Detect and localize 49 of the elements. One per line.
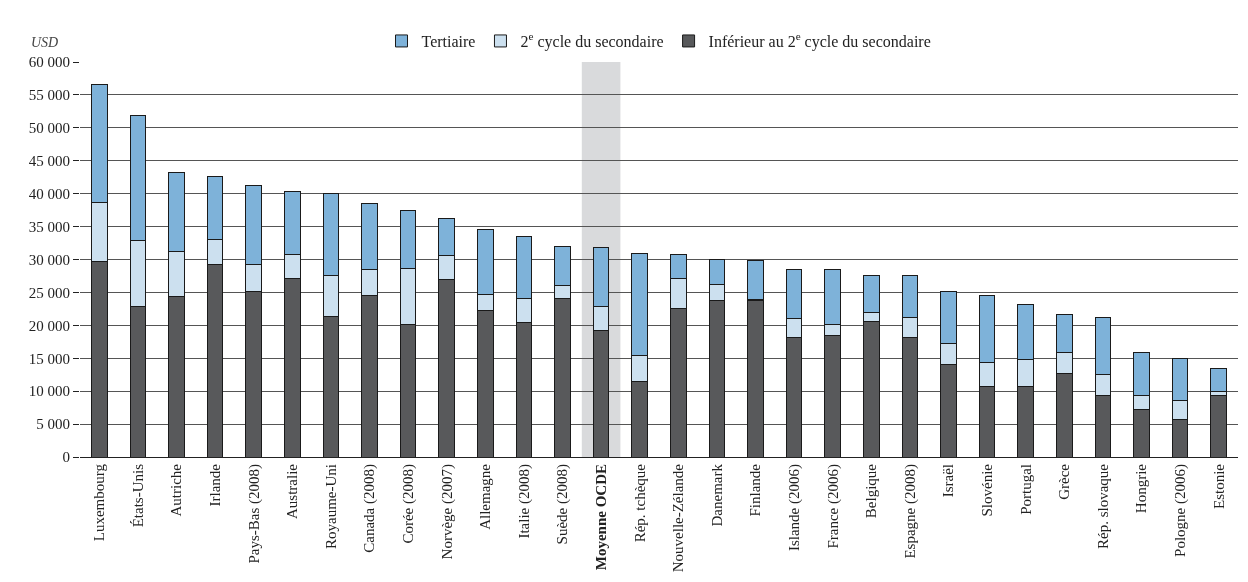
y-tick-label: 35 000 <box>28 218 70 235</box>
y-tick-label: 50 000 <box>28 120 70 137</box>
x-tick-label: Belgique <box>863 463 880 519</box>
y-tick-label: 55 000 <box>28 87 70 104</box>
x-tick-label: Danemark <box>708 463 725 527</box>
x-tick-label: Norvège (2007) <box>438 464 456 560</box>
legend-label: Tertiaire <box>421 33 476 51</box>
y-tick-label: 30 000 <box>28 251 70 268</box>
x-tick-label: Rép. tchèque <box>631 463 648 543</box>
x-tick-label: Canada (2008) <box>361 464 379 553</box>
x-tick-label: Italie (2008) <box>515 464 533 539</box>
x-tick-label: États-Unis <box>129 463 146 528</box>
bar <box>747 259 764 301</box>
legend-label: Inférieur au 2$^{e}$ cycle du secondaire <box>708 30 931 52</box>
y-tick-label: 25 000 <box>28 284 70 301</box>
y-tick-label: 20 000 <box>28 317 70 334</box>
y-tick-label: 45 000 <box>28 153 70 169</box>
x-tick-label: Estonie <box>1210 463 1227 509</box>
x-tick-label: Australie <box>284 463 301 519</box>
x-tick-label: Israël <box>940 464 957 498</box>
legend-label: 2$^{e}$ cycle du secondaire <box>520 30 664 52</box>
x-tick-label: Autriche <box>168 463 185 517</box>
bar <box>1210 367 1227 392</box>
y-tick-label: 10 000 <box>28 383 70 400</box>
y-tick-label: 40 000 <box>28 185 70 202</box>
x-tick-label: Suède (2008) <box>554 464 572 545</box>
y-tick-label: 15 000 <box>28 350 70 367</box>
y-axis-title: USD <box>31 35 59 50</box>
y-tick-label: 5 000 <box>36 416 70 433</box>
x-tick-label: Luxembourg <box>91 463 108 542</box>
x-tick-label: Moyenne OCDE <box>592 464 609 571</box>
x-tick-label: Rép. slovaque <box>1094 463 1111 549</box>
x-tick-label: Hongrie <box>1133 463 1150 514</box>
y-tick-label: 0 <box>62 449 70 466</box>
x-tick-label: Grèce <box>1056 463 1073 500</box>
x-tick-label: Allemagne <box>477 463 494 530</box>
x-tick-label: Finlande <box>747 463 764 517</box>
x-tick-label: Islande (2006) <box>785 464 803 552</box>
x-tick-label: Espagne (2008) <box>901 464 919 559</box>
x-tick-label: Pays-Bas (2008) <box>245 464 263 564</box>
x-tick-label: Corée (2008) <box>399 464 417 544</box>
x-tick-label: France (2006) <box>824 464 842 549</box>
y-tick-label: 60 000 <box>28 54 70 71</box>
x-tick-label: Slovénie <box>978 463 995 517</box>
x-tick-label: Royaume-Uni <box>322 464 339 549</box>
x-tick-label: Portugal <box>1017 464 1034 515</box>
x-tick-label: Pologne (2006) <box>1171 464 1189 557</box>
x-tick-label: Nouvelle-Zélande <box>670 463 687 573</box>
x-tick-label: Irlande <box>206 463 223 507</box>
